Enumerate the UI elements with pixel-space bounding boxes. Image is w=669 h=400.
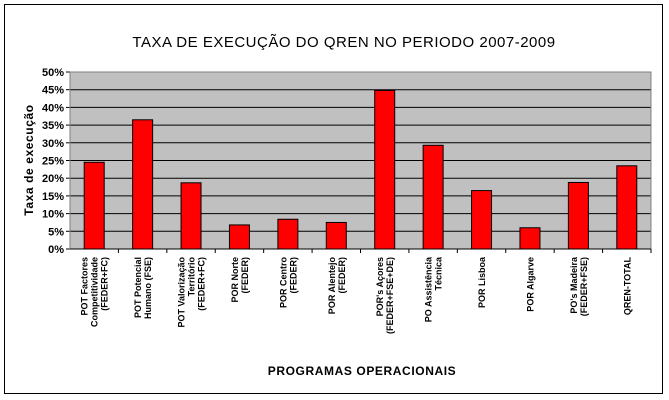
x-category-label: PO Assistência Técnica: [424, 256, 444, 322]
x-category-label-line: PO Assistência: [424, 256, 434, 322]
x-category-label-line: (FEDER): [240, 257, 250, 294]
bar: [471, 190, 493, 250]
y-tick-label: 25%: [42, 156, 64, 168]
bar: [422, 144, 444, 250]
y-tick-label: 35%: [42, 120, 64, 132]
x-category-label-line: POT Factores: [80, 257, 90, 316]
y-tick-label: 30%: [42, 138, 64, 150]
x-category-label: QREN-TOTAL: [622, 257, 632, 316]
x-category-label-line: Humano (FSE): [143, 257, 153, 319]
x-category-label-line: PO's Madeira: [569, 256, 579, 314]
bar: [228, 224, 250, 250]
x-category-label-line: (FEDER+FC): [197, 257, 207, 311]
x-category-label-line: QREN-TOTAL: [622, 257, 632, 316]
x-category-label: POR Centro (FEDER): [278, 257, 298, 309]
x-category-label-line: (FEDER): [337, 257, 347, 294]
bar: [374, 89, 396, 250]
bar: [616, 165, 638, 250]
bar: [83, 161, 105, 250]
x-category-label-line: POT Valorização: [177, 257, 187, 328]
chart-title: TAXA DE EXECUÇÃO DO QREN NO PERIODO 2007…: [132, 34, 555, 51]
x-category-label: POR Alentejo (FEDER): [327, 257, 347, 315]
bar: [325, 221, 347, 250]
x-axis-label: PROGRAMAS OPERACIONAIS: [268, 364, 457, 378]
y-tick-label: 20%: [42, 173, 64, 185]
x-category-label: POR's Açores (FEDER+FSE+DE): [375, 257, 395, 334]
x-category-label: POT Valorização Território (FEDER+FC): [177, 257, 207, 328]
x-category-label-line: POT Potencial: [133, 257, 143, 318]
x-category-label-line: (FEDER+FSE+DE): [385, 257, 395, 334]
bar: [180, 182, 202, 250]
x-category-label-line: Competitividade: [90, 257, 100, 327]
x-category-label-line: POR Centro: [278, 257, 288, 309]
x-category-label-line: POR's Açores: [375, 257, 385, 316]
x-category-label-line: POR Norte: [230, 257, 240, 303]
y-tick-label: 5%: [48, 226, 64, 238]
x-category-label-line: POR Algarve: [525, 257, 535, 312]
x-category-label-line: (FEDER+FC): [100, 257, 110, 311]
x-category-label: PO's Madeira (FEDER+FSE): [569, 256, 589, 316]
y-tick-label: 10%: [42, 209, 64, 221]
x-category-label-line: (FEDER): [288, 257, 298, 294]
bar: [567, 181, 589, 250]
y-tick-label: 0%: [48, 244, 64, 256]
bar: [132, 119, 154, 250]
x-category-label: POT Factores Competitividade (FEDER+FC): [80, 257, 110, 327]
y-tick-label: 40%: [42, 102, 64, 114]
bar: [519, 227, 541, 250]
bar: [277, 218, 299, 250]
x-category-label-line: (FEDER+FSE): [579, 257, 589, 316]
x-category-label: POR Algarve: [525, 257, 535, 312]
x-category-label-line: POR Lisboa: [477, 256, 487, 308]
x-category-label-line: POR Alentejo: [327, 257, 337, 315]
x-category-label: POT Potencial Humano (FSE): [133, 257, 153, 319]
x-category-label-line: Técnica: [434, 256, 444, 291]
x-category-label: POR Lisboa: [477, 256, 487, 308]
y-tick-label: 45%: [42, 85, 64, 97]
y-axis-label: Taxa de execução: [22, 104, 36, 215]
x-category-label: POR Norte (FEDER): [230, 257, 250, 303]
x-category-label-line: Território: [187, 257, 197, 297]
y-tick-label: 15%: [42, 191, 64, 203]
y-tick-label: 50%: [42, 67, 64, 79]
